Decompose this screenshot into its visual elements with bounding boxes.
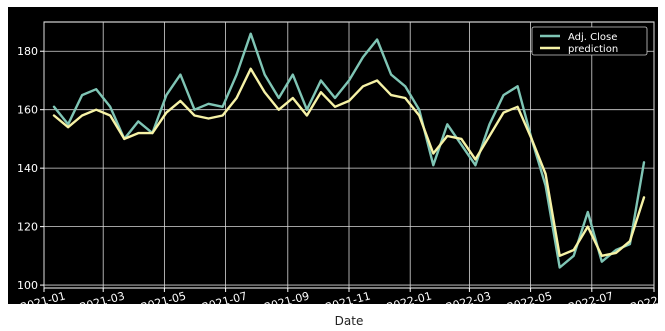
y-tick-label: 160 <box>17 104 38 117</box>
series-layer <box>52 32 646 269</box>
y-tick-label: 100 <box>17 279 38 292</box>
y-tick-label: 120 <box>17 221 38 234</box>
legend-label: Adj. Close <box>568 32 617 43</box>
x-axis-label: Date <box>335 314 364 327</box>
legend-box <box>531 26 648 56</box>
series-line-1 <box>52 67 646 258</box>
y-tick-label: 180 <box>17 45 38 58</box>
y-tick-label: 140 <box>17 162 38 175</box>
legend-label: prediction <box>568 44 618 55</box>
